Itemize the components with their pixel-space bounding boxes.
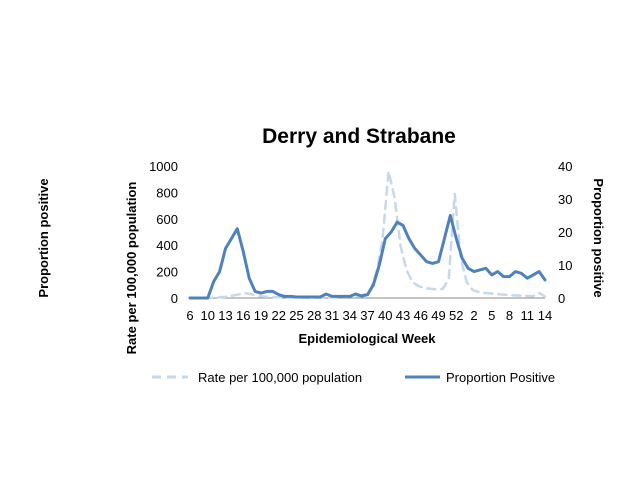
right-y-tick-label: 40 (558, 159, 572, 174)
x-tick-label: 2 (470, 308, 477, 323)
right-y-axis-ticks: 0 10 20 30 40 (558, 159, 572, 306)
left-y-tick-label: 1000 (149, 159, 178, 174)
outer-y-axis-title: Proportion positive (36, 178, 51, 297)
x-tick-label: 6 (186, 308, 193, 323)
x-tick-label: 19 (254, 308, 268, 323)
left-y-tick-label: 200 (156, 265, 178, 280)
x-tick-label: 43 (396, 308, 410, 323)
legend-label-proportion: Proportion Positive (446, 370, 555, 385)
x-tick-label: 16 (236, 308, 250, 323)
right-y-tick-label: 0 (558, 291, 565, 306)
x-tick-label: 49 (431, 308, 445, 323)
x-tick-label: 13 (218, 308, 232, 323)
chart-title: Derry and Strabane (262, 125, 456, 148)
left-y-tick-label: 400 (156, 238, 178, 253)
legend: Rate per 100,000 population Proportion P… (152, 370, 555, 385)
left-y-tick-label: 0 (171, 291, 178, 306)
x-tick-label: 40 (378, 308, 392, 323)
right-y-axis-title: Proportion positive (591, 178, 606, 297)
x-tick-label: 31 (325, 308, 339, 323)
right-y-tick-label: 10 (558, 258, 572, 273)
x-tick-label: 11 (521, 308, 535, 323)
left-y-tick-label: 800 (156, 185, 178, 200)
left-y-tick-label: 600 (156, 212, 178, 227)
x-tick-label: 46 (414, 308, 428, 323)
x-tick-label: 14 (538, 308, 552, 323)
series-line-proportion (188, 214, 547, 300)
x-tick-label: 10 (201, 308, 215, 323)
series-line-rate (188, 170, 547, 300)
legend-label-rate: Rate per 100,000 population (198, 370, 362, 385)
x-axis-title: Epidemiological Week (298, 331, 436, 346)
right-y-tick-label: 20 (558, 225, 572, 240)
series-group (188, 170, 547, 300)
x-tick-label: 5 (488, 308, 495, 323)
x-tick-label: 28 (307, 308, 321, 323)
x-tick-label: 37 (360, 308, 374, 323)
x-tick-label: 52 (449, 308, 463, 323)
right-y-tick-label: 30 (558, 192, 572, 207)
x-axis-ticks: 6 10 13 16 19 22 25 28 31 34 37 40 43 46 49 52 2 5 8 11 14 (186, 308, 552, 323)
x-tick-label: 22 (272, 308, 286, 323)
x-tick-label: 34 (343, 308, 357, 323)
x-tick-label: 25 (289, 308, 303, 323)
left-y-axis-title: Rate per 100,000 population (124, 182, 139, 355)
left-y-axis-ticks: 0 200 400 600 800 1000 (149, 159, 178, 306)
x-tick-label: 8 (506, 308, 513, 323)
